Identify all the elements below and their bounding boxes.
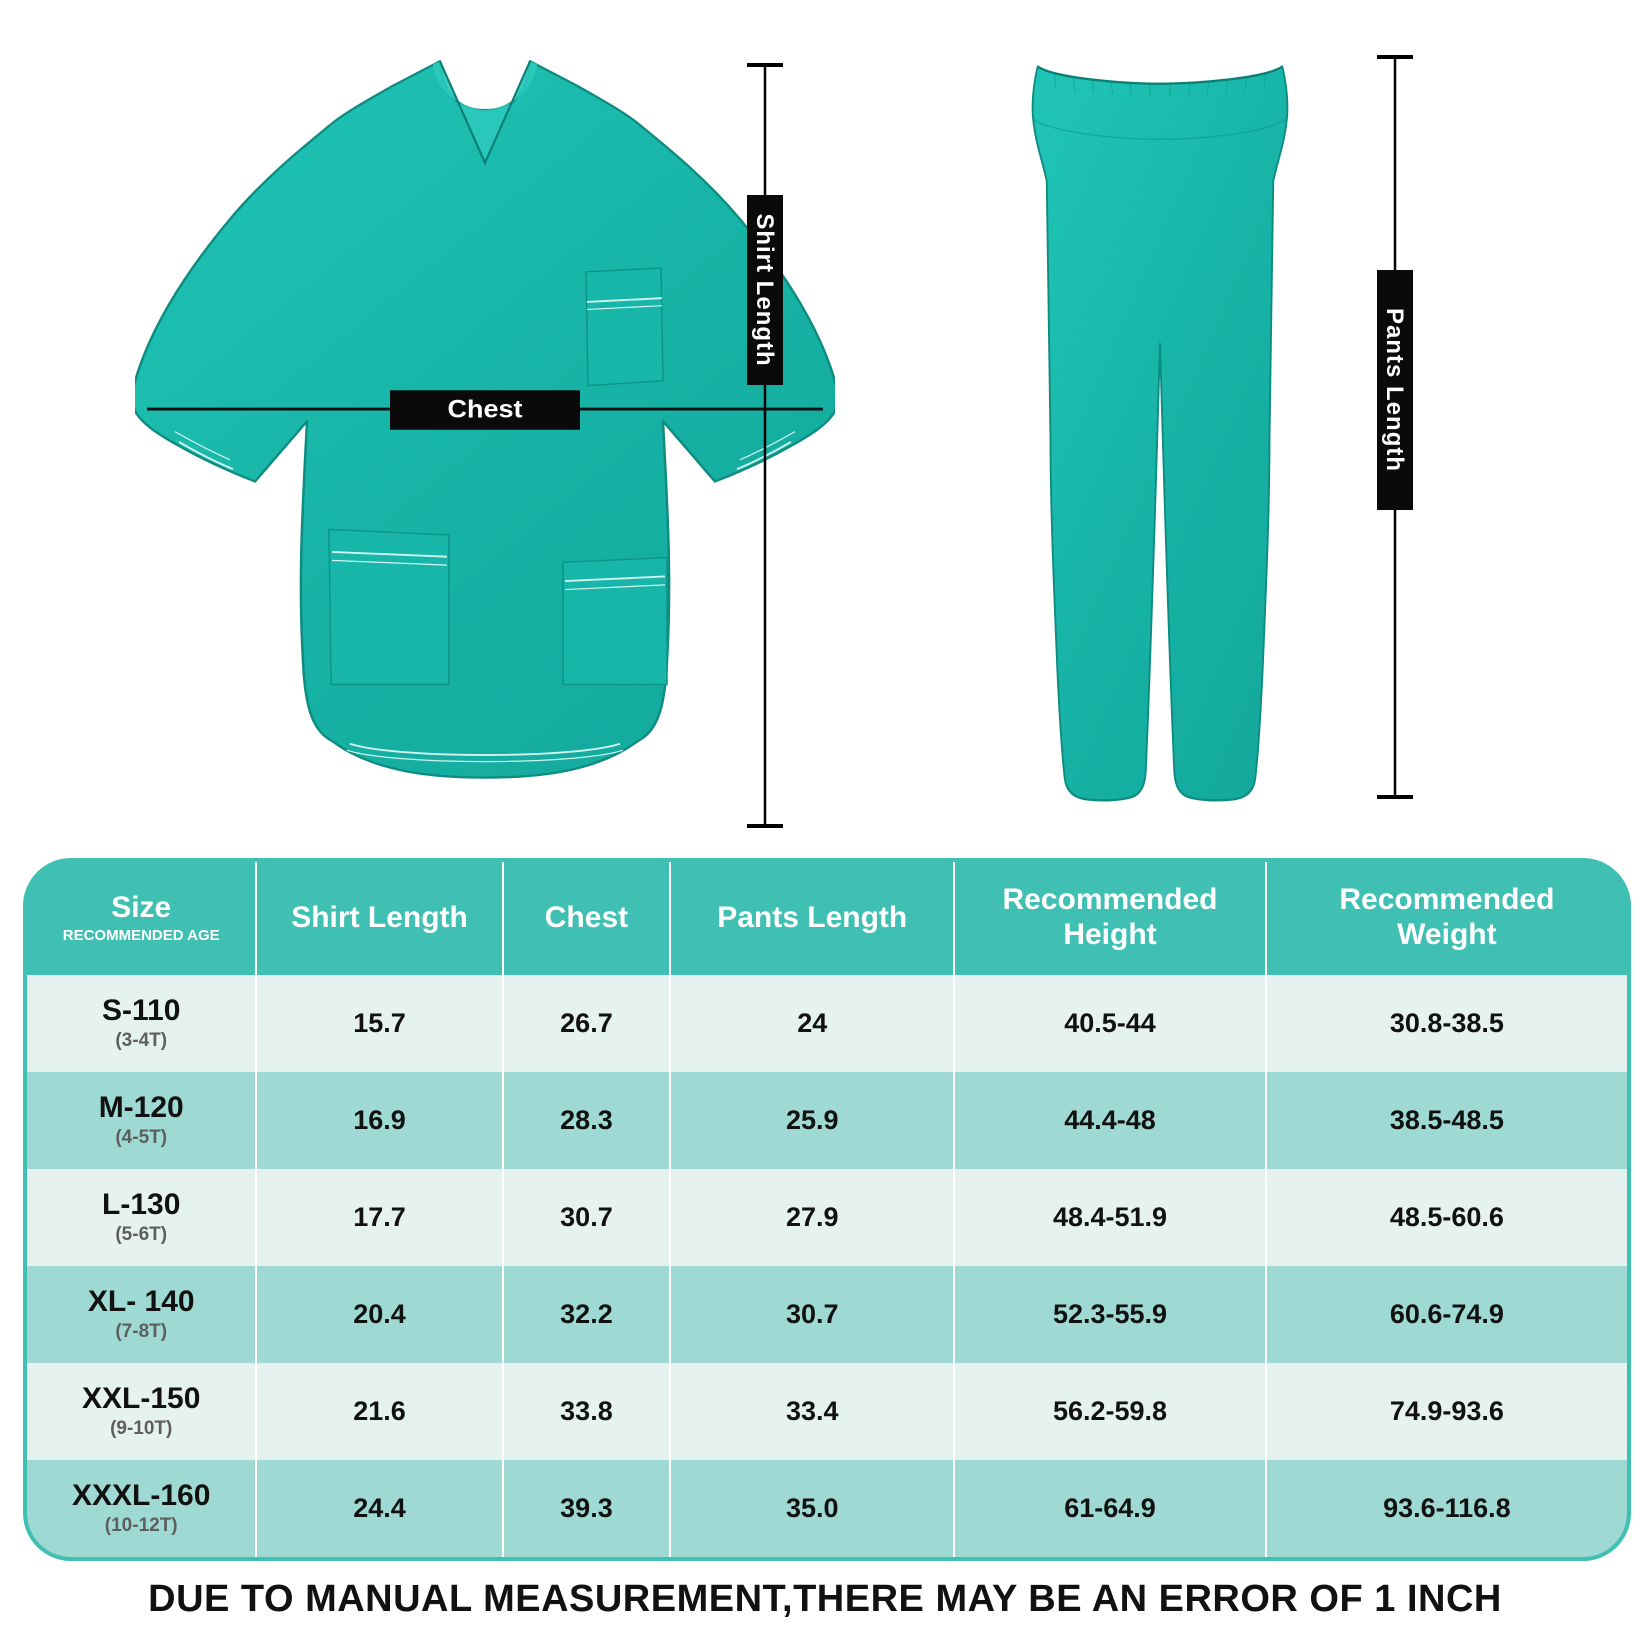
svg-text:Chest: Chest [448,394,523,423]
svg-text:Shirt Length: Shirt Length [751,213,778,366]
svg-text:Pants Length: Pants Length [1381,308,1408,472]
